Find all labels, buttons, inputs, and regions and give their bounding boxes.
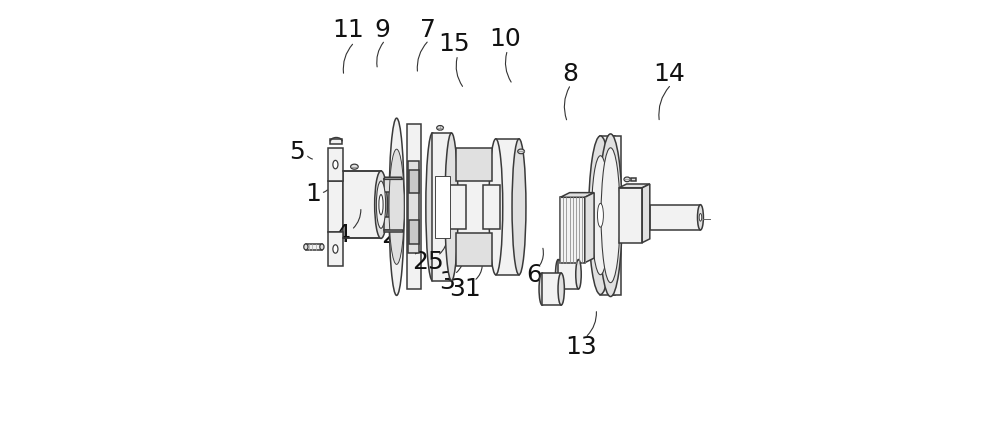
Ellipse shape — [589, 136, 612, 295]
Ellipse shape — [697, 205, 703, 230]
Text: 25: 25 — [412, 251, 444, 274]
Polygon shape — [496, 139, 519, 275]
Ellipse shape — [576, 260, 581, 289]
Polygon shape — [642, 184, 650, 243]
Ellipse shape — [389, 149, 404, 264]
Ellipse shape — [333, 245, 338, 253]
Ellipse shape — [624, 177, 630, 181]
Polygon shape — [408, 161, 419, 253]
Text: 7: 7 — [420, 18, 436, 41]
Text: 14: 14 — [653, 62, 685, 86]
Polygon shape — [330, 139, 342, 144]
Text: 15: 15 — [439, 32, 470, 56]
Polygon shape — [343, 171, 381, 238]
Polygon shape — [306, 244, 322, 250]
Polygon shape — [456, 148, 492, 181]
Ellipse shape — [337, 171, 349, 238]
Polygon shape — [611, 136, 621, 295]
Ellipse shape — [558, 273, 564, 305]
Polygon shape — [560, 197, 585, 262]
Ellipse shape — [437, 125, 443, 130]
Ellipse shape — [555, 260, 561, 289]
Polygon shape — [449, 185, 466, 229]
Polygon shape — [384, 217, 403, 230]
Ellipse shape — [518, 149, 524, 154]
Ellipse shape — [512, 139, 526, 275]
Text: 11: 11 — [332, 18, 364, 41]
Polygon shape — [558, 260, 578, 289]
Polygon shape — [384, 179, 403, 192]
Ellipse shape — [389, 118, 404, 295]
Ellipse shape — [597, 203, 603, 227]
Text: 13: 13 — [565, 335, 597, 359]
Ellipse shape — [601, 148, 620, 283]
Ellipse shape — [320, 244, 324, 250]
Polygon shape — [560, 192, 594, 197]
Ellipse shape — [304, 244, 308, 250]
Polygon shape — [456, 233, 492, 266]
Polygon shape — [407, 124, 421, 289]
Ellipse shape — [333, 160, 338, 169]
Polygon shape — [631, 178, 636, 181]
Text: 3: 3 — [439, 270, 455, 294]
Text: 6: 6 — [526, 263, 542, 287]
Polygon shape — [483, 185, 500, 229]
Polygon shape — [409, 220, 419, 244]
Text: 5: 5 — [289, 140, 304, 164]
Polygon shape — [600, 136, 615, 295]
Ellipse shape — [426, 133, 439, 281]
Ellipse shape — [379, 195, 383, 215]
Ellipse shape — [376, 181, 386, 228]
Text: 9: 9 — [375, 18, 391, 41]
Ellipse shape — [592, 156, 609, 275]
Polygon shape — [328, 148, 343, 181]
Polygon shape — [432, 133, 451, 281]
Polygon shape — [328, 232, 343, 266]
Ellipse shape — [699, 214, 702, 221]
Polygon shape — [384, 177, 403, 179]
Polygon shape — [619, 184, 650, 188]
Polygon shape — [619, 188, 642, 243]
Polygon shape — [384, 230, 403, 232]
Text: 8: 8 — [562, 62, 578, 86]
Polygon shape — [409, 170, 419, 193]
Text: 31: 31 — [450, 277, 481, 300]
Text: 10: 10 — [489, 27, 521, 51]
Text: 2: 2 — [381, 225, 397, 248]
Polygon shape — [650, 205, 700, 230]
Ellipse shape — [351, 164, 358, 169]
Polygon shape — [542, 273, 561, 305]
Ellipse shape — [375, 171, 387, 238]
Polygon shape — [435, 176, 450, 238]
Text: 4: 4 — [335, 224, 351, 247]
Polygon shape — [585, 192, 594, 262]
Ellipse shape — [599, 134, 622, 297]
Text: 1: 1 — [306, 182, 321, 206]
Ellipse shape — [445, 133, 458, 281]
Ellipse shape — [489, 139, 503, 275]
Polygon shape — [451, 170, 496, 244]
Ellipse shape — [539, 273, 545, 305]
Polygon shape — [328, 181, 343, 232]
